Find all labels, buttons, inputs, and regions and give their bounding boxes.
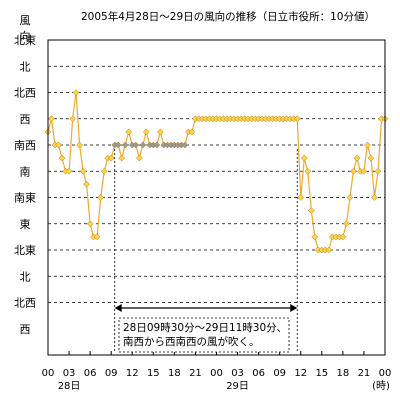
data-point (93, 233, 101, 241)
data-point (304, 167, 312, 175)
y-tick-label: 西 (20, 113, 31, 126)
data-point (55, 141, 62, 149)
x-tick-label: 18 (337, 368, 350, 379)
y-tick-label: 南 (20, 165, 31, 178)
annotation-text-line: 28日09時30分～29日11時30分、 (123, 322, 287, 334)
grid-lines (48, 39, 385, 303)
x-tick-label: 06 (84, 368, 97, 379)
data-point (125, 128, 133, 136)
data-point (364, 141, 371, 149)
x-tick-label: 03 (231, 368, 244, 379)
data-point (135, 154, 143, 162)
data-point (58, 154, 66, 162)
y-axis-label-char-2: 向 (20, 29, 31, 43)
x-tick-label: 00 (379, 368, 392, 379)
data-point (97, 194, 105, 201)
period-annotation: 28日09時30分～29日11時30分、南西から西南西の風が吹く。 (114, 149, 298, 353)
y-tick-label: 東 (20, 218, 31, 231)
data-point (307, 207, 315, 214)
data-point (297, 194, 305, 201)
series-1 (44, 89, 389, 254)
data-point (65, 167, 73, 175)
data-point (350, 167, 357, 175)
data-point (156, 128, 164, 136)
x-tick-label: 15 (315, 368, 328, 379)
data-point (142, 128, 150, 136)
data-point (343, 220, 350, 228)
data-point (339, 233, 347, 241)
annotation-arrow-head-left (114, 304, 122, 312)
data-point (181, 141, 189, 149)
y-tick-label: 南東 (14, 192, 36, 205)
y-tick-label: 南西 (14, 139, 36, 152)
annotation-text-line: 南西から西南西の風が吹く。 (123, 335, 260, 348)
data-point (76, 141, 83, 149)
data-point (118, 154, 126, 162)
y-tick-label: 北 (20, 60, 31, 73)
data-point (371, 194, 378, 201)
y-tick-label: 北西 (14, 87, 36, 100)
data-point (311, 233, 319, 241)
x-tick-label: 12 (126, 368, 139, 379)
x-date-label: 28日 (58, 381, 81, 392)
data-point (107, 154, 115, 162)
data-point (86, 220, 94, 228)
data-point (353, 154, 361, 162)
y-tick-label: 西 (20, 323, 31, 336)
x-tick-label: 12 (294, 368, 307, 379)
chart-title: 2005年4月28日～29日の風向の推移（日立市役所：10分値） (81, 10, 375, 23)
x-tick-label: 03 (63, 368, 76, 379)
y-tick-label: 北東 (14, 244, 36, 257)
x-tick-label: 09 (105, 368, 118, 379)
data-point (325, 246, 333, 254)
data-point (139, 141, 147, 149)
data-point (132, 141, 140, 149)
data-point (367, 154, 375, 162)
annotation-arrow-head-right (290, 304, 298, 312)
x-tick-label: 00 (210, 368, 223, 379)
x-axis-unit: (時) (372, 380, 390, 392)
data-point (121, 141, 129, 149)
x-tick-label: 09 (273, 368, 286, 379)
data-point (83, 181, 90, 188)
data-point (374, 167, 382, 175)
data-point (48, 115, 55, 123)
data-point (300, 154, 308, 162)
data-point (293, 115, 301, 123)
data-point (100, 167, 108, 175)
y-axis-label-char-1: 風 (20, 14, 31, 27)
data-point (360, 167, 368, 175)
plot-frame (47, 39, 386, 356)
data-point (79, 167, 87, 175)
x-tick-label: 06 (252, 368, 265, 379)
x-tick-label: 21 (358, 368, 371, 379)
data-point (114, 141, 122, 149)
data-point (69, 115, 76, 123)
data-point (153, 141, 161, 149)
x-date-label: 29日 (226, 381, 249, 392)
y-tick-label: 北西 (14, 297, 36, 310)
y-tick-label: 北東 (14, 34, 36, 47)
x-tick-label: 18 (168, 368, 181, 379)
x-tick-label: 21 (189, 368, 202, 379)
x-tick-label: 00 (42, 368, 55, 379)
data-point (72, 89, 80, 96)
y-tick-label: 北 (20, 270, 31, 283)
x-tick-label: 15 (147, 368, 160, 379)
data-point (346, 194, 354, 201)
annotation-box (118, 317, 290, 353)
data-point (188, 128, 196, 136)
